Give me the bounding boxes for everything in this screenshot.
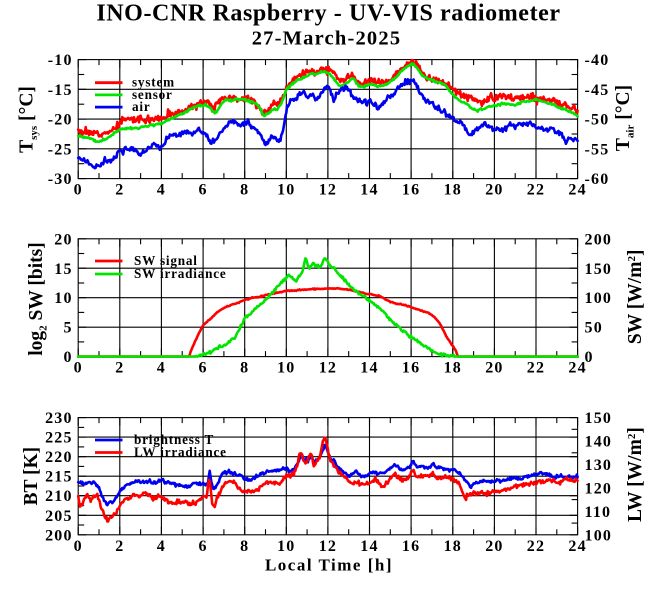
- svg-text:-25: -25: [48, 141, 73, 158]
- svg-text:50: 50: [585, 320, 603, 337]
- svg-text:205: 205: [45, 508, 73, 525]
- svg-text:130: 130: [585, 457, 613, 474]
- svg-text:150: 150: [585, 261, 613, 278]
- svg-text:24: 24: [568, 182, 586, 199]
- svg-text:120: 120: [585, 480, 613, 497]
- svg-text:4: 4: [157, 360, 166, 377]
- svg-text:14: 14: [360, 538, 378, 555]
- svg-text:2: 2: [115, 182, 124, 199]
- svg-text:18: 18: [444, 360, 462, 377]
- svg-text:10: 10: [277, 360, 295, 377]
- svg-text:8: 8: [240, 182, 249, 199]
- svg-text:20: 20: [485, 360, 503, 377]
- svg-text:15: 15: [54, 261, 72, 278]
- svg-text:4: 4: [157, 538, 166, 555]
- svg-text:SW signal: SW signal: [134, 253, 198, 268]
- svg-text:INO-CNR Raspberry - UV-VIS rad: INO-CNR Raspberry - UV-VIS radiometer: [96, 1, 560, 27]
- svg-text:5: 5: [63, 320, 72, 337]
- svg-text:0: 0: [63, 349, 72, 366]
- svg-text:-55: -55: [585, 141, 610, 158]
- svg-text:LW irradiance: LW irradiance: [134, 445, 227, 460]
- svg-text:LW [W/m2]: LW [W/m2]: [625, 427, 646, 522]
- svg-text:air: air: [132, 99, 151, 114]
- svg-text:8: 8: [240, 538, 249, 555]
- svg-text:16: 16: [402, 360, 420, 377]
- svg-text:20: 20: [485, 538, 503, 555]
- svg-text:-15: -15: [48, 82, 73, 99]
- svg-text:12: 12: [319, 360, 337, 377]
- svg-text:200: 200: [585, 231, 613, 248]
- svg-text:-40: -40: [585, 52, 610, 69]
- svg-text:12: 12: [319, 182, 337, 199]
- svg-text:18: 18: [444, 538, 462, 555]
- svg-text:6: 6: [198, 538, 207, 555]
- svg-text:22: 22: [527, 182, 545, 199]
- svg-text:0: 0: [74, 182, 83, 199]
- svg-text:20: 20: [54, 231, 72, 248]
- svg-text:140: 140: [585, 434, 613, 451]
- svg-text:10: 10: [54, 290, 72, 307]
- svg-text:system: system: [132, 75, 175, 90]
- svg-text:6: 6: [198, 182, 207, 199]
- svg-text:10: 10: [277, 538, 295, 555]
- svg-text:230: 230: [45, 410, 73, 427]
- svg-text:6: 6: [198, 360, 207, 377]
- svg-text:-60: -60: [585, 171, 610, 188]
- svg-text:-30: -30: [48, 171, 73, 188]
- svg-text:200: 200: [45, 527, 73, 544]
- svg-text:4: 4: [157, 182, 166, 199]
- svg-text:SW [W/m2]: SW [W/m2]: [625, 250, 646, 345]
- svg-text:220: 220: [45, 449, 73, 466]
- svg-text:150: 150: [585, 410, 613, 427]
- svg-text:27-March-2025: 27-March-2025: [252, 28, 402, 50]
- svg-text:225: 225: [45, 430, 73, 447]
- svg-text:-10: -10: [48, 52, 73, 69]
- svg-text:-50: -50: [585, 112, 610, 129]
- svg-text:10: 10: [277, 182, 295, 199]
- svg-text:210: 210: [45, 488, 73, 505]
- svg-text:-20: -20: [48, 112, 73, 129]
- svg-text:0: 0: [74, 360, 83, 377]
- svg-text:BT [K]: BT [K]: [21, 447, 42, 506]
- svg-text:12: 12: [319, 538, 337, 555]
- svg-text:0: 0: [585, 349, 594, 366]
- svg-text:8: 8: [240, 360, 249, 377]
- svg-text:0: 0: [74, 538, 83, 555]
- svg-text:log2 SW [bits]: log2 SW [bits]: [26, 242, 50, 356]
- svg-text:SW irradiance: SW irradiance: [134, 266, 227, 281]
- svg-text:2: 2: [115, 360, 124, 377]
- svg-text:110: 110: [585, 504, 612, 521]
- svg-text:brightness T: brightness T: [134, 432, 214, 447]
- svg-text:18: 18: [444, 182, 462, 199]
- svg-text:16: 16: [402, 182, 420, 199]
- svg-text:Local Time [h]: Local Time [h]: [265, 556, 393, 575]
- svg-text:22: 22: [527, 360, 545, 377]
- svg-text:20: 20: [485, 182, 503, 199]
- svg-text:14: 14: [360, 360, 378, 377]
- svg-text:100: 100: [585, 290, 613, 307]
- svg-text:-45: -45: [585, 82, 610, 99]
- svg-text:22: 22: [527, 538, 545, 555]
- svg-text:14: 14: [360, 182, 378, 199]
- svg-text:Tsys [°C]: Tsys [°C]: [17, 86, 41, 153]
- svg-text:Tair [°C]: Tair [°C]: [613, 85, 637, 151]
- svg-text:24: 24: [568, 360, 586, 377]
- svg-text:sensor: sensor: [132, 87, 173, 102]
- svg-text:16: 16: [402, 538, 420, 555]
- svg-text:100: 100: [585, 527, 613, 544]
- svg-text:215: 215: [45, 469, 73, 486]
- svg-text:24: 24: [568, 538, 586, 555]
- svg-text:2: 2: [115, 538, 124, 555]
